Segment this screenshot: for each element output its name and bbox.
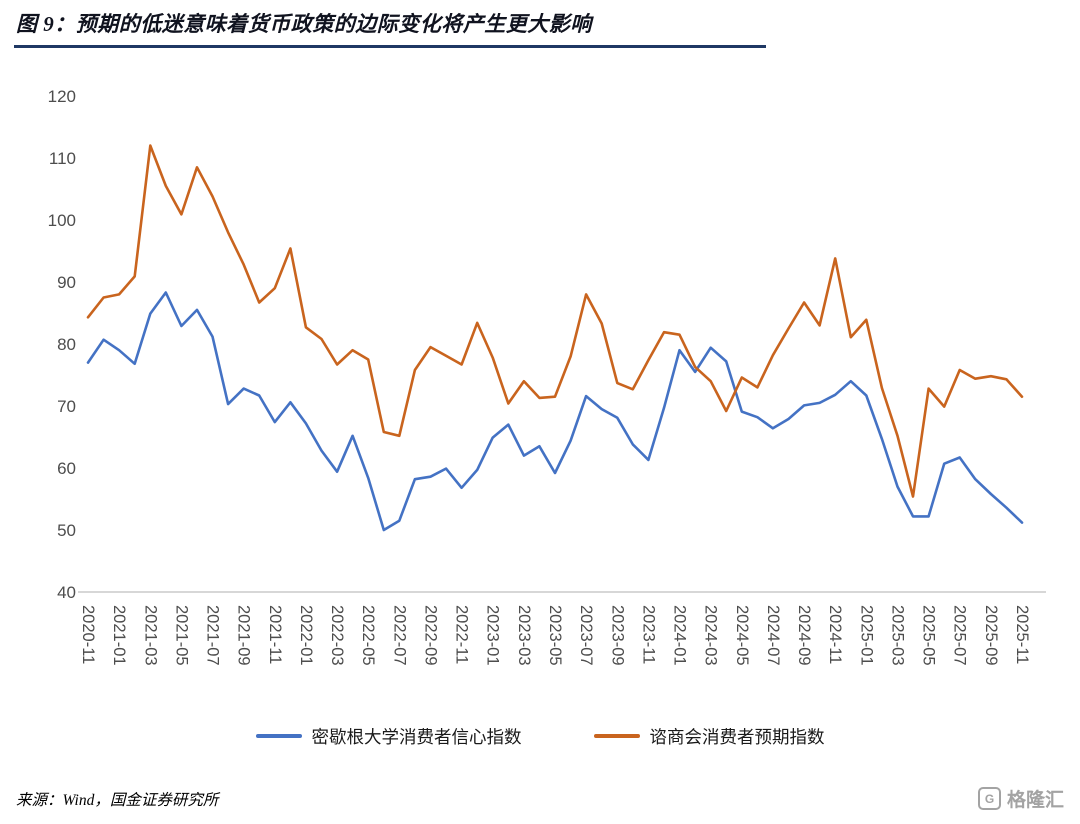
chart-legend: 密歇根大学消费者信心指数 谘商会消费者预期指数 (0, 722, 1080, 750)
x-tick-label: 2022-01 (297, 605, 315, 666)
x-tick-label: 2024-03 (702, 605, 720, 666)
legend-line-blue (255, 734, 302, 738)
y-tick-label: 100 (48, 211, 76, 230)
x-tick-label: 2021-09 (235, 605, 253, 666)
x-tick-label: 2025-01 (857, 605, 875, 666)
x-tick-label: 2025-07 (951, 605, 969, 666)
y-tick-label: 120 (48, 87, 76, 106)
legend-label-michigan: 密歇根大学消费者信心指数 (311, 726, 522, 747)
line-chart: 40 50 60 70 80 90 100 110 120 2020-11 2021-01 2021-… (48, 87, 1046, 666)
x-tick-label: 2025-09 (982, 605, 1000, 666)
x-tick-label: 2022-03 (328, 605, 346, 666)
x-tick-label: 2023-05 (546, 605, 564, 666)
x-tick-label: 2025-05 (920, 605, 938, 666)
legend-item-conference-board: 谘商会消费者预期指数 (593, 724, 825, 749)
x-tick-label: 2023-03 (515, 605, 533, 666)
x-tick-label: 2023-11 (639, 605, 657, 664)
x-tick-label: 2025-11 (1013, 605, 1031, 664)
x-tick-label: 2022-11 (453, 605, 471, 664)
x-tick-label: 2024-11 (826, 605, 844, 664)
figure-footer: 来源：Wind，国金证券研究所 G 格隆汇 (0, 785, 1080, 812)
y-tick-label: 80 (57, 335, 76, 354)
series-line-0 (86, 291, 1024, 532)
x-tick-label: 2023-07 (577, 605, 595, 666)
y-tick-label: 90 (57, 273, 76, 292)
series-line-1 (86, 144, 1024, 498)
x-tick-label: 2024-07 (764, 605, 782, 666)
y-tick-label: 70 (57, 397, 76, 416)
figure-header: 图 9：预期的低迷意味着货币政策的边际变化将产生更大影响 (0, 0, 1080, 48)
x-tick-label: 2021-03 (141, 605, 159, 666)
x-tick-label: 2021-05 (172, 605, 190, 666)
x-tick-label: 2021-07 (204, 605, 222, 666)
legend-line-orange (593, 734, 640, 738)
title-underline (14, 45, 766, 48)
source-note: 来源：Wind，国金证券研究所 (16, 791, 219, 809)
x-tick-label: 2025-03 (888, 605, 906, 666)
x-tick-label: 2023-01 (484, 605, 502, 666)
y-tick-label: 50 (57, 521, 76, 540)
figure-title: 图 9：预期的低迷意味着货币政策的边际变化将产生更大影响 (16, 12, 592, 36)
y-tick-label: 60 (57, 459, 76, 478)
gelonghui-text: 格隆汇 (1006, 790, 1064, 811)
gelonghui-icon: G (977, 787, 1001, 810)
x-tick-label: 2022-09 (421, 605, 439, 666)
x-tick-label: 2022-05 (359, 605, 377, 666)
x-tick-label: 2022-07 (390, 605, 408, 666)
x-tick-label: 2024-09 (795, 605, 813, 666)
legend-item-michigan: 密歇根大学消费者信心指数 (255, 724, 522, 749)
x-tick-label: 2024-01 (671, 605, 689, 666)
y-tick-label: 110 (49, 149, 76, 168)
x-tick-label: 2024-05 (733, 605, 751, 666)
x-tick-label: 2020-11 (79, 605, 97, 664)
x-tick-label: 2021-11 (266, 605, 284, 664)
y-tick-label: 40 (57, 583, 76, 602)
x-tick-label: 2023-09 (608, 605, 626, 666)
gelonghui-logo: G 格隆汇 (977, 785, 1064, 812)
x-tick-label: 2021-01 (110, 605, 128, 666)
legend-label-conference-board: 谘商会消费者预期指数 (649, 726, 825, 747)
